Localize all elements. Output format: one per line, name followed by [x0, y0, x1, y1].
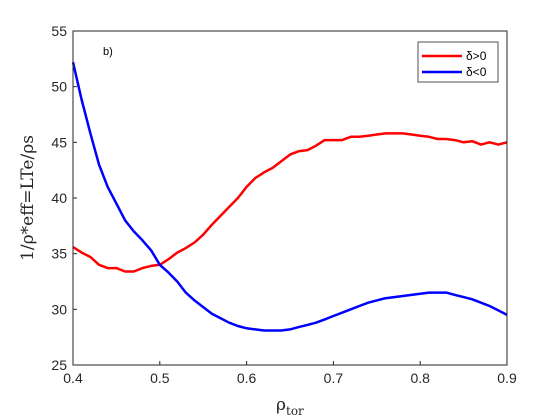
- x-tick-label: 0.7: [324, 370, 344, 386]
- x-tick-label: 0.9: [497, 370, 517, 386]
- panel-label: b): [103, 46, 113, 58]
- x-axis: 0.4 0.5 0.6 0.7 0.8 0.9: [63, 361, 517, 386]
- x-tick-label: 0.4: [63, 370, 83, 386]
- series-line-delta-negative: [71, 61, 508, 332]
- y-tick-label: 25: [51, 357, 67, 373]
- y-axis: 25 30 35 40 45 50 55: [51, 23, 77, 373]
- legend: δ>0 δ<0: [417, 41, 499, 83]
- x-axis-label-sub: tor: [286, 404, 304, 418]
- legend-label-delta-negative: δ<0: [466, 65, 487, 79]
- y-tick-label: 45: [51, 134, 67, 150]
- x-tick-label: 0.5: [150, 370, 170, 386]
- series-layer: [71, 61, 508, 332]
- y-tick-label: 55: [51, 23, 67, 39]
- x-tick-label: 0.8: [410, 370, 430, 386]
- y-tick-label: 30: [51, 301, 67, 317]
- x-axis-label-main: ρ: [276, 395, 286, 415]
- y-axis-label: 1/ρ*eff=LTe/ρs: [18, 135, 38, 261]
- series-line-delta-positive: [72, 132, 508, 273]
- legend-box: [417, 41, 499, 83]
- y-tick-label: 35: [51, 246, 67, 262]
- plot-area: [73, 31, 507, 365]
- x-tick-label: 0.6: [237, 370, 257, 386]
- y-tick-label: 50: [51, 79, 67, 95]
- legend-label-delta-positive: δ>0: [466, 49, 487, 63]
- y-tick-label: 40: [51, 190, 67, 206]
- x-axis-label: ρtor: [276, 395, 304, 418]
